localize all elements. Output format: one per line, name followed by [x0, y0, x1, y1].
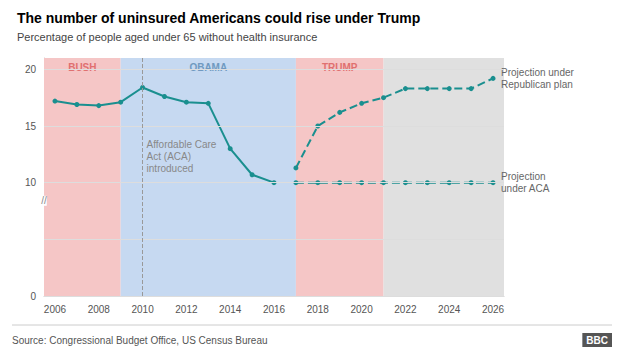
svg-text:Projection under: Projection under: [501, 67, 574, 78]
svg-text:TRUMP: TRUMP: [322, 62, 358, 73]
svg-text:BUSH: BUSH: [68, 62, 96, 73]
svg-text:0: 0: [30, 291, 36, 302]
svg-text:introduced: introduced: [147, 163, 194, 174]
svg-text:2006: 2006: [44, 304, 67, 315]
svg-text:10: 10: [25, 177, 37, 188]
svg-text:Projection: Projection: [501, 171, 545, 182]
svg-text:under ACA: under ACA: [501, 183, 550, 194]
svg-text:2018: 2018: [307, 304, 330, 315]
svg-text:2026: 2026: [482, 304, 505, 315]
svg-text:2012: 2012: [175, 304, 198, 315]
svg-text:2022: 2022: [394, 304, 417, 315]
svg-text:Affordable Care: Affordable Care: [147, 139, 217, 150]
svg-text:The number of uninsured Americ: The number of uninsured Americans could …: [17, 10, 420, 26]
svg-text:2024: 2024: [438, 304, 461, 315]
svg-text:OBAMA: OBAMA: [189, 62, 227, 73]
svg-text:2020: 2020: [350, 304, 373, 315]
svg-text:20: 20: [25, 64, 37, 75]
svg-text:2010: 2010: [131, 304, 154, 315]
svg-text:2016: 2016: [263, 304, 286, 315]
svg-text:2008: 2008: [88, 304, 111, 315]
svg-text:BBC: BBC: [586, 335, 608, 346]
svg-text:Source: Congressional Budget O: Source: Congressional Budget Office, US …: [12, 335, 268, 346]
svg-text:2014: 2014: [219, 304, 242, 315]
svg-text:Percentage of people aged unde: Percentage of people aged under 65 witho…: [17, 31, 317, 43]
svg-text:Republican plan: Republican plan: [501, 79, 573, 90]
svg-text:15: 15: [25, 121, 37, 132]
svg-text:Act (ACA): Act (ACA): [147, 151, 191, 162]
svg-text://: //: [41, 195, 47, 206]
